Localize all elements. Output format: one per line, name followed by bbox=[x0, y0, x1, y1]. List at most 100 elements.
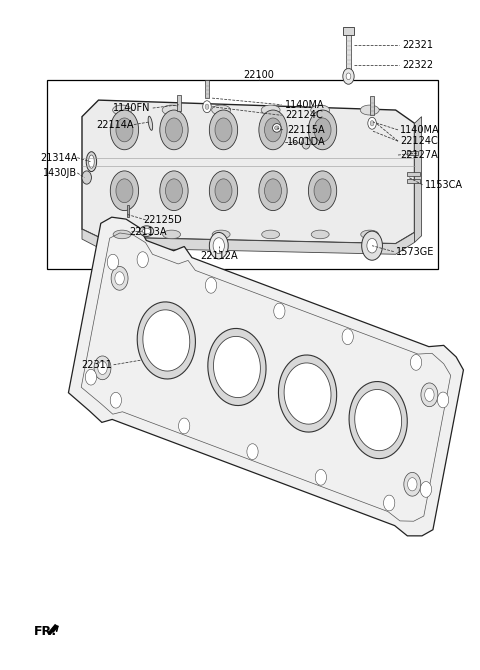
Circle shape bbox=[343, 68, 354, 84]
Polygon shape bbox=[278, 355, 336, 432]
Circle shape bbox=[205, 104, 209, 109]
Text: 22124C: 22124C bbox=[285, 111, 323, 121]
Polygon shape bbox=[315, 470, 326, 485]
Ellipse shape bbox=[262, 230, 280, 239]
Polygon shape bbox=[98, 361, 107, 375]
Ellipse shape bbox=[360, 105, 379, 115]
Ellipse shape bbox=[275, 126, 279, 130]
Circle shape bbox=[166, 118, 182, 142]
Text: 1601DA: 1601DA bbox=[287, 137, 326, 147]
Ellipse shape bbox=[86, 151, 96, 172]
Text: 22114A: 22114A bbox=[96, 119, 134, 129]
Circle shape bbox=[160, 171, 188, 210]
Circle shape bbox=[209, 232, 228, 259]
Text: 1140MA: 1140MA bbox=[285, 100, 324, 110]
Ellipse shape bbox=[311, 230, 329, 239]
Ellipse shape bbox=[113, 230, 131, 239]
Polygon shape bbox=[208, 328, 266, 405]
Ellipse shape bbox=[162, 105, 181, 115]
Text: 1430JB: 1430JB bbox=[43, 168, 77, 178]
Polygon shape bbox=[274, 303, 285, 319]
Text: 22112A: 22112A bbox=[200, 251, 238, 261]
Circle shape bbox=[203, 100, 211, 113]
Polygon shape bbox=[420, 482, 432, 497]
Bar bbox=[127, 205, 129, 217]
Circle shape bbox=[264, 179, 281, 202]
Polygon shape bbox=[85, 369, 96, 385]
Ellipse shape bbox=[212, 105, 230, 115]
Bar bbox=[408, 151, 418, 155]
Bar bbox=[408, 179, 420, 183]
Polygon shape bbox=[408, 478, 417, 491]
Polygon shape bbox=[355, 389, 402, 451]
Circle shape bbox=[259, 110, 287, 149]
Ellipse shape bbox=[163, 230, 180, 239]
Polygon shape bbox=[82, 100, 415, 244]
Ellipse shape bbox=[273, 123, 281, 132]
Polygon shape bbox=[137, 302, 195, 379]
Circle shape bbox=[116, 118, 133, 142]
Circle shape bbox=[314, 179, 331, 202]
Circle shape bbox=[314, 118, 331, 142]
Polygon shape bbox=[404, 472, 421, 496]
Polygon shape bbox=[143, 310, 190, 371]
Text: 21314A: 21314A bbox=[40, 153, 77, 163]
Text: 1153CA: 1153CA bbox=[425, 180, 463, 190]
Polygon shape bbox=[115, 272, 124, 285]
Polygon shape bbox=[437, 392, 449, 408]
Circle shape bbox=[215, 118, 232, 142]
Circle shape bbox=[264, 118, 281, 142]
Text: 22322: 22322 bbox=[403, 60, 434, 70]
Polygon shape bbox=[425, 388, 434, 401]
Circle shape bbox=[362, 231, 383, 260]
Bar bbox=[408, 172, 420, 176]
Circle shape bbox=[215, 179, 232, 202]
Polygon shape bbox=[48, 625, 57, 634]
Circle shape bbox=[209, 171, 238, 210]
Text: 22100: 22100 bbox=[243, 70, 274, 80]
Ellipse shape bbox=[148, 116, 153, 131]
Polygon shape bbox=[384, 495, 395, 511]
Bar bbox=[177, 96, 180, 111]
Text: 22311: 22311 bbox=[81, 360, 112, 370]
Circle shape bbox=[370, 121, 374, 126]
Circle shape bbox=[308, 110, 336, 149]
Polygon shape bbox=[82, 229, 415, 255]
Circle shape bbox=[308, 171, 336, 210]
Text: 1140FN: 1140FN bbox=[113, 103, 150, 113]
Ellipse shape bbox=[140, 226, 154, 237]
Ellipse shape bbox=[261, 105, 280, 115]
Text: 22124C: 22124C bbox=[400, 136, 438, 146]
Text: 22127A: 22127A bbox=[400, 150, 438, 160]
Ellipse shape bbox=[311, 105, 330, 115]
Polygon shape bbox=[284, 363, 331, 424]
Circle shape bbox=[346, 73, 351, 80]
Polygon shape bbox=[247, 444, 258, 460]
Polygon shape bbox=[214, 336, 260, 397]
Polygon shape bbox=[342, 329, 353, 344]
Circle shape bbox=[259, 171, 287, 210]
Circle shape bbox=[160, 110, 188, 149]
Ellipse shape bbox=[143, 228, 151, 234]
Circle shape bbox=[368, 117, 376, 129]
Ellipse shape bbox=[361, 230, 379, 239]
Polygon shape bbox=[111, 267, 128, 290]
Ellipse shape bbox=[212, 230, 230, 239]
Circle shape bbox=[213, 238, 225, 254]
Bar bbox=[47, 80, 438, 269]
Polygon shape bbox=[349, 381, 407, 459]
Polygon shape bbox=[137, 252, 148, 267]
Polygon shape bbox=[415, 117, 421, 243]
Circle shape bbox=[110, 171, 139, 210]
Circle shape bbox=[302, 137, 310, 149]
Ellipse shape bbox=[89, 155, 94, 168]
Text: 1140MA: 1140MA bbox=[400, 125, 440, 135]
Polygon shape bbox=[69, 217, 463, 536]
Bar bbox=[370, 96, 374, 115]
Polygon shape bbox=[108, 255, 119, 270]
Polygon shape bbox=[110, 393, 121, 408]
Polygon shape bbox=[179, 418, 190, 434]
Bar bbox=[343, 27, 354, 35]
Polygon shape bbox=[94, 356, 111, 380]
Circle shape bbox=[209, 110, 238, 149]
